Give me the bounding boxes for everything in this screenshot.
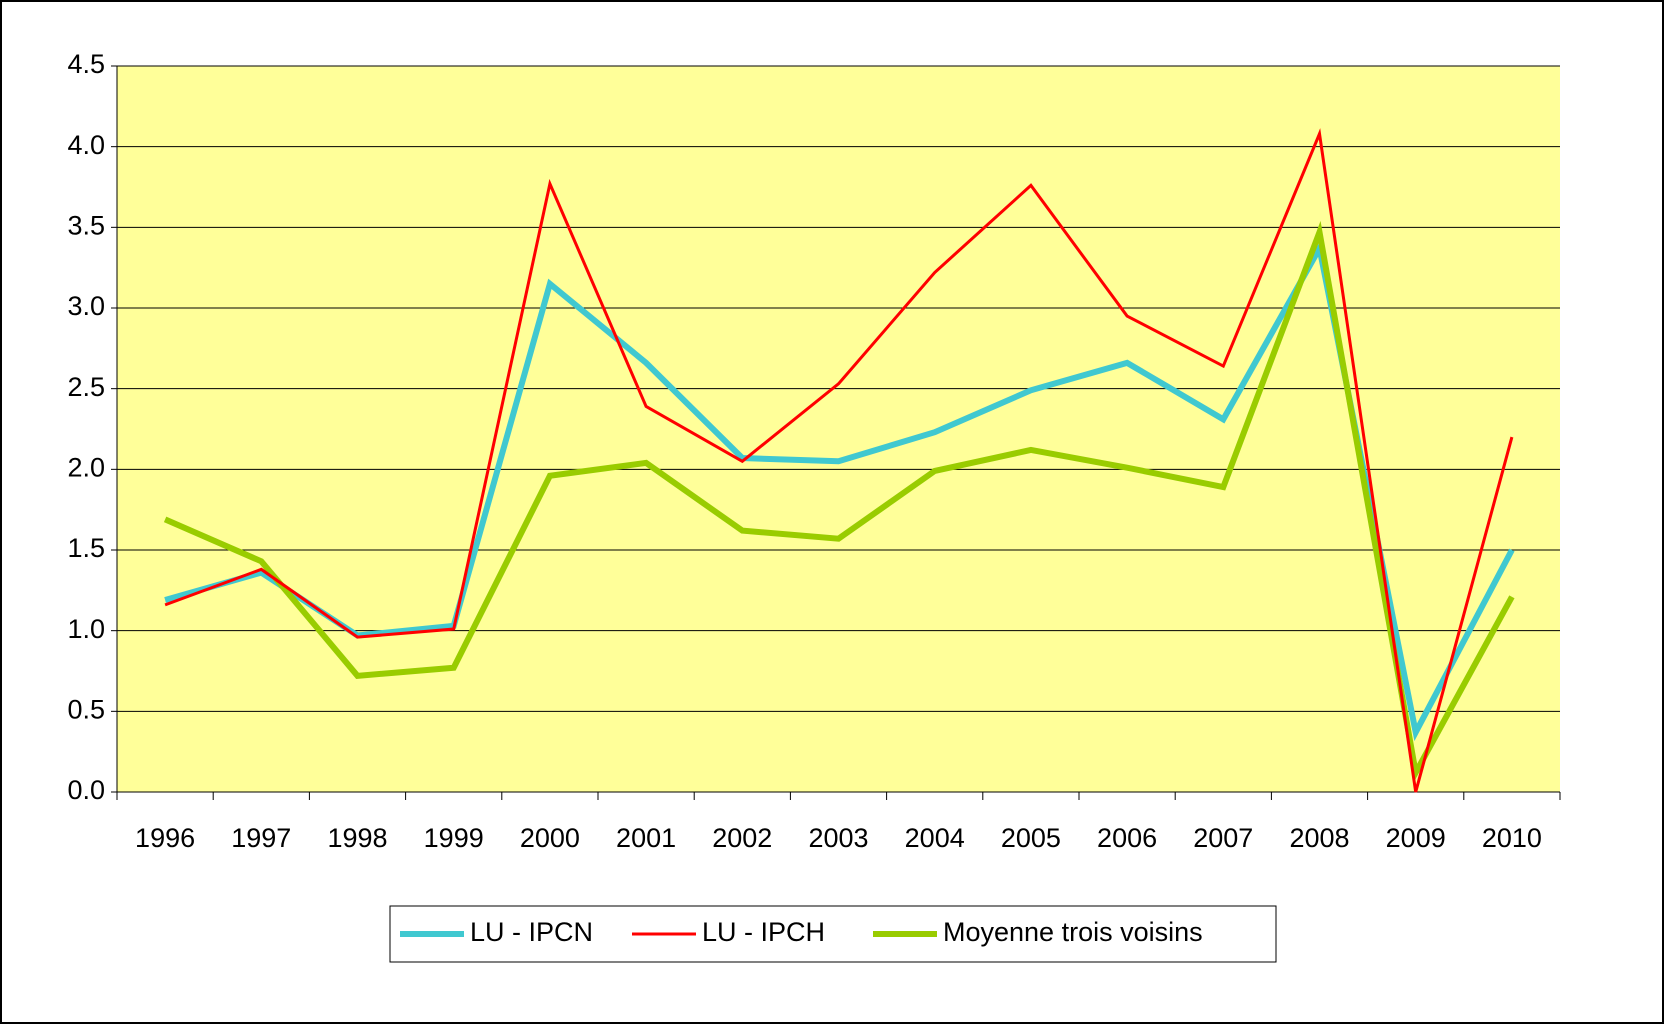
plot-area <box>117 66 1560 792</box>
x-tick-label: 1996 <box>135 823 195 853</box>
y-tick-label: 0.5 <box>67 694 105 724</box>
x-tick-label: 1997 <box>231 823 291 853</box>
y-tick-label: 1.0 <box>67 614 105 644</box>
legend-box <box>389 905 1277 963</box>
x-tick-label: 2003 <box>808 823 868 853</box>
x-tick-label: 2009 <box>1386 823 1446 853</box>
y-tick-label: 2.5 <box>67 372 105 402</box>
legend-label: LU - IPCH <box>702 917 825 947</box>
y-tick-label: 3.5 <box>67 210 105 240</box>
x-tick-label: 1998 <box>327 823 387 853</box>
x-tick-label: 2004 <box>905 823 965 853</box>
x-tick-label: 2010 <box>1482 823 1542 853</box>
series-line <box>163 220 1515 782</box>
series-line <box>164 239 1515 742</box>
series-line <box>164 128 1514 793</box>
x-tick-label: 2000 <box>520 823 580 853</box>
x-tick-label: 2007 <box>1193 823 1253 853</box>
x-tick-label: 2008 <box>1289 823 1349 853</box>
legend-label: Moyenne trois voisins <box>943 917 1203 947</box>
x-tick-label: 1999 <box>424 823 484 853</box>
x-tick-label: 2001 <box>616 823 676 853</box>
x-tick-label: 2002 <box>712 823 772 853</box>
y-tick-label: 1.5 <box>67 533 105 563</box>
y-tick-label: 2.0 <box>67 452 105 482</box>
x-tick-label: 2005 <box>1001 823 1061 853</box>
y-tick-label: 4.0 <box>67 130 105 160</box>
legend-label: LU - IPCN <box>470 917 593 947</box>
y-tick-label: 4.5 <box>67 49 105 79</box>
y-tick-label: 0.0 <box>67 775 105 805</box>
x-tick-label: 2006 <box>1097 823 1157 853</box>
y-tick-label: 3.0 <box>67 291 105 321</box>
